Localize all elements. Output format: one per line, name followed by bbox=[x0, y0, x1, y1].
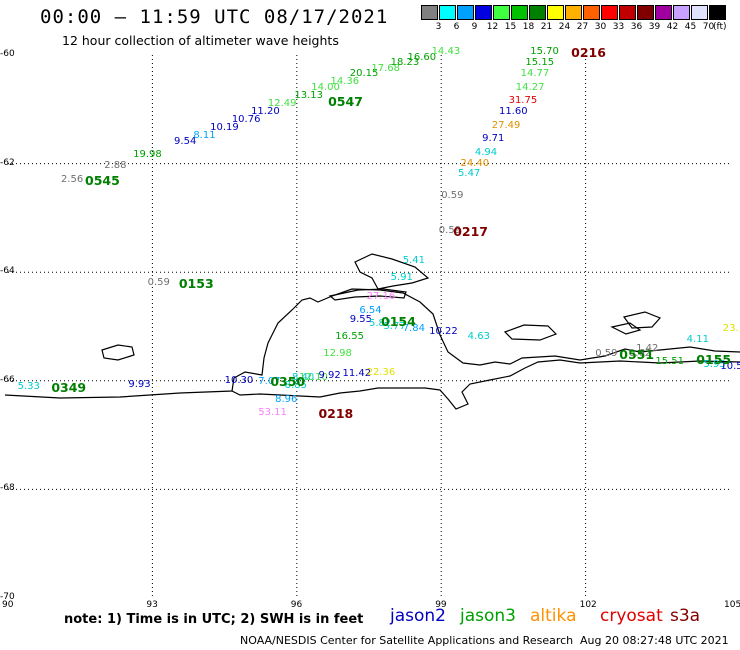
wave-height-label: 2.88 bbox=[104, 160, 126, 171]
latitude-tick-label: -62 bbox=[0, 158, 15, 168]
pass-time-label: 0153 bbox=[179, 277, 214, 290]
satellite-name-cryosat: cryosat bbox=[600, 606, 663, 626]
satellite-name-jason3: jason3 bbox=[460, 606, 516, 626]
wave-height-label: 9.93 bbox=[128, 379, 150, 390]
wave-height-label: 15.51 bbox=[655, 356, 684, 367]
wave-height-label: 5.47 bbox=[458, 168, 480, 179]
coastline-lower-edge bbox=[232, 360, 740, 409]
wave-height-label: 27.49 bbox=[492, 120, 521, 131]
wave-height-label: 14.77 bbox=[521, 68, 550, 79]
coastline bbox=[5, 254, 740, 409]
wave-height-label: 10.22 bbox=[429, 326, 458, 337]
pass-time-label: 0545 bbox=[85, 174, 120, 187]
wave-height-label: 0.59 bbox=[148, 277, 170, 288]
pass-time-label: 0155 bbox=[696, 353, 731, 366]
wave-height-label: 19.98 bbox=[133, 149, 162, 160]
wave-height-label: 15.70 bbox=[530, 46, 559, 57]
pass-time-label: 0154 bbox=[381, 315, 416, 328]
wave-height-label: 8.96 bbox=[275, 394, 297, 405]
satellite-name-s3a: s3a bbox=[670, 606, 700, 626]
satellite-name-jason2: jason2 bbox=[390, 606, 446, 626]
pass-time-label: 0350 bbox=[270, 375, 305, 388]
pass-time-label: 0217 bbox=[453, 225, 488, 238]
wave-height-label: 5.91 bbox=[391, 272, 413, 283]
longitude-tick-label: 90 bbox=[2, 600, 13, 610]
longitude-tick-label: 93 bbox=[146, 600, 157, 610]
pass-time-label: 0216 bbox=[571, 46, 606, 59]
latitude-tick-label: -60 bbox=[0, 49, 15, 59]
wave-height-label: 22.36 bbox=[367, 367, 396, 378]
coastline-island-east bbox=[624, 312, 660, 328]
wave-height-label: 0.59 bbox=[441, 190, 463, 201]
pass-time-label: 0551 bbox=[619, 348, 654, 361]
wave-height-label: 12.49 bbox=[268, 98, 297, 109]
coastline-island-mid bbox=[505, 325, 556, 340]
credit-line: NOAA/NESDIS Center for Satellite Applica… bbox=[240, 634, 573, 647]
wave-height-label: 14.27 bbox=[516, 82, 545, 93]
longitude-tick-label: 96 bbox=[291, 600, 302, 610]
wave-height-label: 16.55 bbox=[335, 331, 364, 342]
wave-height-label: 24.40 bbox=[460, 158, 489, 169]
wave-height-label: 14.43 bbox=[432, 46, 461, 57]
wave-height-label: 2.56 bbox=[61, 174, 83, 185]
satellite-name-altika: altika bbox=[530, 606, 577, 626]
wave-height-label: 5.33 bbox=[18, 381, 40, 392]
wave-height-label: 12.98 bbox=[323, 348, 352, 359]
wave-height-label: 0.59 bbox=[595, 348, 617, 359]
coastline-island-small bbox=[612, 323, 640, 334]
latitude-tick-label: -68 bbox=[0, 483, 15, 493]
wave-height-label: 4.11 bbox=[687, 334, 709, 345]
wave-height-label: 15.15 bbox=[525, 57, 554, 68]
pass-time-label: 0218 bbox=[318, 407, 353, 420]
footer-note: note: 1) Time is in UTC; 2) SWH is in fe… bbox=[64, 612, 363, 627]
longitude-tick-label: 105 bbox=[724, 600, 740, 610]
wave-height-label: 4.94 bbox=[475, 147, 497, 158]
wave-height-label: 11.60 bbox=[499, 106, 528, 117]
wave-height-label: 4.63 bbox=[468, 331, 490, 342]
wave-height-label: 9.92 bbox=[318, 370, 340, 381]
wave-height-label: 9.71 bbox=[482, 133, 504, 144]
wave-height-label: 53.11 bbox=[258, 407, 287, 418]
latitude-tick-label: -66 bbox=[0, 375, 15, 385]
longitude-tick-label: 102 bbox=[580, 600, 597, 610]
generation-timestamp: Aug 20 08:27:48 UTC 2021 bbox=[580, 634, 729, 647]
coastline-island-west bbox=[102, 345, 134, 360]
wave-height-label: 23. bbox=[723, 323, 739, 334]
wave-height-label: 5.41 bbox=[403, 255, 425, 266]
pass-time-label: 0349 bbox=[51, 381, 86, 394]
wave-height-label: 10.30 bbox=[225, 375, 254, 386]
wave-height-label: 27.16 bbox=[367, 291, 396, 302]
pass-time-label: 0547 bbox=[328, 95, 363, 108]
latitude-tick-label: -64 bbox=[0, 266, 15, 276]
wave-height-label: 31.75 bbox=[509, 95, 538, 106]
